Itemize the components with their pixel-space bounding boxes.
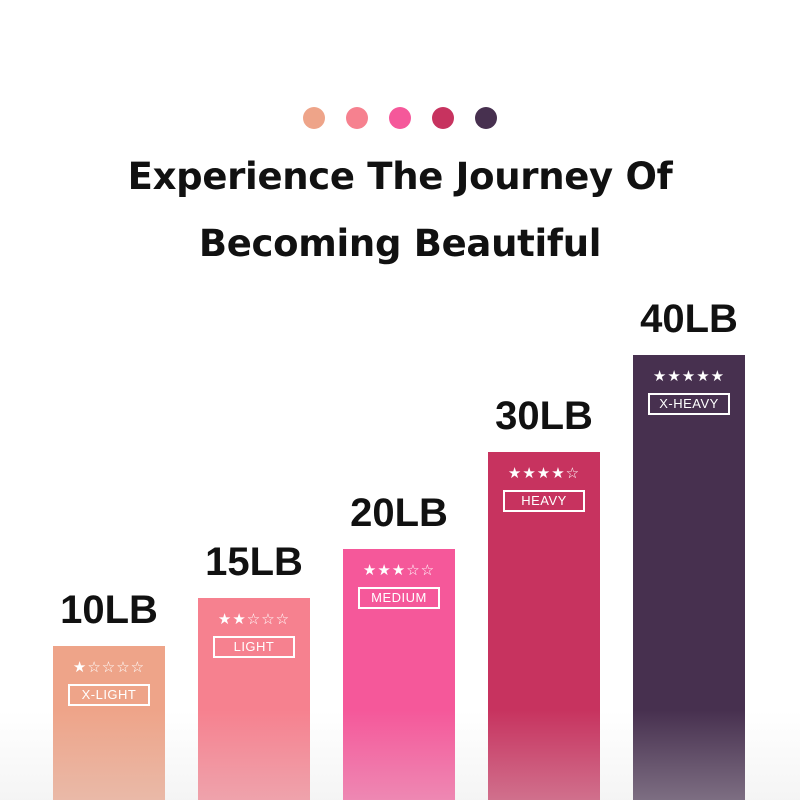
color-dot [303,107,325,129]
level-tag: LIGHT [213,635,295,658]
level-tag: HEAVY [503,490,585,512]
color-dot [346,107,368,129]
color-dot [475,107,497,129]
star-rating: ★★★★☆ [507,464,581,482]
bar-15lb: ★★☆☆☆ LIGHT [198,597,310,800]
level-tag: X-HEAVY [648,393,730,415]
weight-label: 15LB [205,539,303,584]
weight-label: 40LB [640,297,738,341]
star-rating: ★☆☆☆☆ [72,658,146,676]
star-rating: ★★★☆☆ [362,561,436,579]
weight-label: 10LB [60,588,158,632]
headline-line-1: Experience The Journey Of [127,155,673,198]
bar-20lb: ★★★☆☆ MEDIUM [343,549,455,800]
star-rating: ★★☆☆☆ [217,609,291,628]
bar-40lb: ★★★★★ X-HEAVY [633,355,745,800]
level-tag: X-LIGHT [68,684,150,706]
weight-label: 20LB [350,491,448,535]
bar-10lb: ★☆☆☆☆ X-LIGHT [53,646,165,800]
weight-label: 30LB [495,394,593,438]
star-rating: ★★★★★ [652,367,726,385]
color-dot [432,107,454,129]
color-dots [0,107,800,129]
color-dot [389,107,411,129]
headline-line-2: Becoming Beautiful [198,222,602,265]
bar-30lb: ★★★★☆ HEAVY [488,452,600,800]
level-tag: MEDIUM [358,587,440,609]
